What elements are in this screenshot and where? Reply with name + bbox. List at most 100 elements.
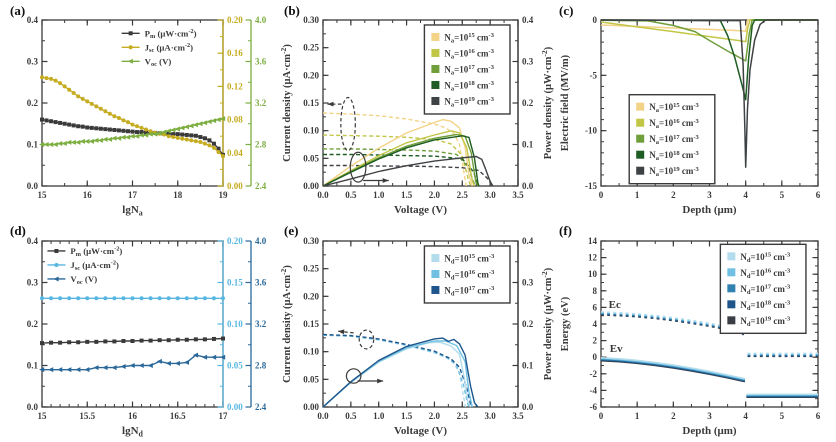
svg-text:3: 3	[707, 190, 712, 200]
svg-text:0.0: 0.0	[27, 402, 39, 412]
svg-text:0.15: 0.15	[303, 319, 319, 329]
svg-text:2.0: 2.0	[429, 190, 441, 200]
svg-text:0.3: 0.3	[27, 57, 39, 67]
svg-text:16: 16	[128, 411, 138, 421]
svg-text:4: 4	[743, 190, 748, 200]
panel-b: 0.0 0.5 1.0 1.5 2.0 2.5 3.0 3.5 Voltage (V) 0.00 0…	[279, 0, 558, 221]
svg-text:Na=1018 cm-3: Na=1018 cm-3	[649, 150, 699, 162]
panel-a-label: (a)	[10, 3, 26, 18]
panel-e-label: (e)	[284, 223, 299, 238]
svg-text:2.8: 2.8	[255, 361, 267, 371]
svg-text:0.05: 0.05	[303, 374, 319, 384]
svg-text:17: 17	[128, 190, 138, 200]
svg-text:0.08: 0.08	[227, 115, 243, 125]
svg-text:-10: -10	[585, 126, 597, 136]
svg-text:0.12: 0.12	[227, 81, 243, 91]
svg-text:0.20: 0.20	[227, 15, 243, 25]
svg-text:0.00: 0.00	[227, 402, 243, 412]
svg-text:0.5: 0.5	[345, 190, 357, 200]
svg-text:Na=1016 cm-3: Na=1016 cm-3	[649, 118, 699, 130]
svg-text:0: 0	[593, 15, 598, 25]
svg-text:0.15: 0.15	[227, 278, 243, 288]
svg-text:-4: -4	[590, 385, 598, 395]
svg-text:Pm (μW·cm-2): Pm (μW·cm-2)	[70, 246, 122, 258]
svg-text:3.0: 3.0	[485, 411, 497, 421]
svg-text:lgNa: lgNa	[122, 204, 143, 217]
svg-text:2.4: 2.4	[255, 181, 267, 191]
svg-text:Na=1019 cm-3: Na=1019 cm-3	[649, 166, 699, 178]
svg-text:Nd=1018 cm-3: Nd=1018 cm-3	[740, 299, 791, 311]
panel-f-label: (f)	[559, 223, 572, 238]
svg-text:Nd=1016 cm-3: Nd=1016 cm-3	[444, 269, 495, 281]
svg-text:3.6: 3.6	[255, 57, 267, 67]
svg-text:Na=1017 cm-3: Na=1017 cm-3	[444, 64, 494, 76]
svg-text:Jsc (μA·cm-2): Jsc (μA·cm-2)	[145, 42, 194, 54]
panel-f: 0 1 2 3 4 5 6 Depth (μm) -6 -4 -2 0 2 4 6 8 10 12 14 Energy…	[557, 221, 836, 442]
svg-text:Current density (μA·cm-2): Current density (μA·cm-2)	[279, 265, 293, 383]
svg-text:2.5: 2.5	[457, 411, 469, 421]
svg-text:6: 6	[593, 302, 598, 312]
svg-text:8: 8	[593, 286, 598, 296]
svg-text:Na=1019 cm-3: Na=1019 cm-3	[444, 96, 494, 108]
panel-d-label: (d)	[10, 223, 26, 238]
svg-text:Voltage (V): Voltage (V)	[394, 204, 447, 216]
svg-text:3: 3	[707, 411, 712, 421]
svg-text:0.1: 0.1	[522, 140, 534, 150]
svg-text:18: 18	[173, 190, 183, 200]
svg-text:Nd=1015 cm-3: Nd=1015 cm-3	[444, 253, 495, 265]
svg-text:0.10: 0.10	[303, 347, 319, 357]
panel-d: 15 15.5 16 16.5 17 lgNd 0.0 0.1 0.2 0.3 0.4 0.00 0.0…	[0, 221, 279, 442]
svg-text:Na=1015 cm-3: Na=1015 cm-3	[649, 102, 699, 114]
chart-d-pm-jsc-voc-vs-lgNd: 15 15.5 16 16.5 17 lgNd 0.0 0.1 0.2 0.3 0.4 0.00 0.0…	[27, 236, 267, 438]
svg-text:1.5: 1.5	[401, 190, 413, 200]
svg-text:0.30: 0.30	[303, 15, 319, 25]
svg-text:3.0: 3.0	[485, 190, 497, 200]
svg-text:0.00: 0.00	[303, 402, 319, 412]
svg-text:Power density (μW·cm-2): Power density (μW·cm-2)	[540, 267, 554, 380]
svg-text:0.00: 0.00	[227, 181, 243, 191]
svg-text:Nd=1016 cm-3: Nd=1016 cm-3	[740, 267, 791, 279]
svg-text:Depth (μm): Depth (μm)	[682, 425, 737, 437]
svg-text:0.3: 0.3	[27, 278, 39, 288]
svg-text:-2: -2	[590, 369, 598, 379]
svg-text:4.0: 4.0	[255, 15, 267, 25]
svg-text:Ev: Ev	[610, 343, 623, 355]
svg-text:6: 6	[816, 411, 821, 421]
svg-text:0.25: 0.25	[303, 43, 319, 53]
svg-text:Electric field (MV/m): Electric field (MV/m)	[560, 54, 571, 151]
panel-c: 0 1 2 3 4 5 6 Depth (μm) -15 -10 -5 0 Electric field…	[557, 0, 836, 221]
svg-text:3.2: 3.2	[255, 319, 267, 329]
panel-b-label: (b)	[284, 3, 300, 18]
svg-text:1.0: 1.0	[373, 190, 385, 200]
svg-text:0.30: 0.30	[303, 236, 319, 246]
svg-text:Power density (μW·cm-2): Power density (μW·cm-2)	[540, 46, 554, 159]
svg-text:0.10: 0.10	[227, 319, 243, 329]
svg-text:0.1: 0.1	[27, 361, 39, 371]
svg-text:12: 12	[588, 253, 598, 263]
svg-text:0.16: 0.16	[227, 48, 243, 58]
svg-text:lgNd: lgNd	[122, 425, 144, 438]
svg-text:Pm (μW·cm-2): Pm (μW·cm-2)	[145, 28, 197, 40]
svg-text:Voc (V): Voc (V)	[70, 274, 97, 286]
svg-text:0.0: 0.0	[522, 181, 534, 191]
svg-text:Depth (μm): Depth (μm)	[682, 204, 737, 216]
svg-text:0.4: 0.4	[522, 15, 534, 25]
svg-text:4: 4	[593, 319, 598, 329]
svg-text:2.4: 2.4	[255, 402, 267, 412]
svg-text:-6: -6	[590, 402, 598, 412]
svg-text:-5: -5	[590, 70, 598, 80]
svg-text:0.2: 0.2	[27, 98, 39, 108]
svg-text:Na=1016 cm-3: Na=1016 cm-3	[444, 48, 494, 60]
svg-text:2.8: 2.8	[255, 140, 267, 150]
svg-text:0.15: 0.15	[303, 98, 319, 108]
svg-text:0.10: 0.10	[303, 126, 319, 136]
svg-text:0.00: 0.00	[303, 181, 319, 191]
svg-text:4.0: 4.0	[255, 236, 267, 246]
svg-text:15: 15	[38, 411, 48, 421]
svg-text:2: 2	[671, 411, 676, 421]
svg-text:0.5: 0.5	[345, 411, 357, 421]
svg-text:0.4: 0.4	[522, 236, 534, 246]
